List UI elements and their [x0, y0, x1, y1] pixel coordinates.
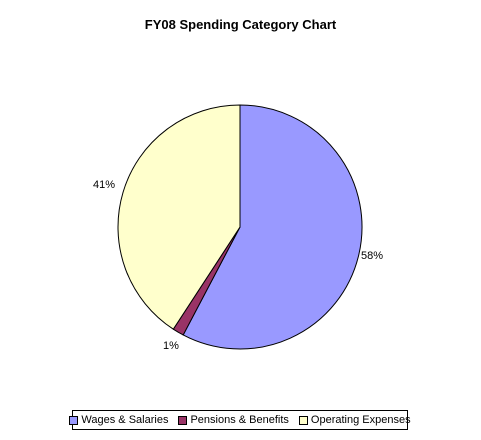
pie-slices [117, 104, 363, 350]
legend-swatch-wages [69, 415, 79, 425]
chart-title: FY08 Spending Category Chart [144, 17, 337, 32]
legend-item-operating: Operating Expenses [298, 414, 411, 426]
legend-item-pensions: Pensions & Benefits [178, 414, 289, 426]
data-label-operating: 41% [93, 179, 115, 191]
chart-legend: Wages & Salaries Pensions & Benefits Ope… [69, 410, 411, 430]
pie-slice-operating [117, 104, 241, 330]
data-label-pensions: 1% [163, 340, 179, 352]
legend-swatch-operating [298, 415, 308, 425]
data-label-wages: 58% [361, 250, 383, 262]
legend-label-pensions: Pensions & Benefits [190, 414, 289, 426]
pie-slice-wages [182, 104, 363, 350]
legend-label-wages: Wages & Salaries [81, 414, 169, 426]
pie-labels: 58% 1% 41% [93, 179, 383, 352]
legend-item-wages: Wages & Salaries [69, 414, 168, 426]
legend-label-operating: Operating Expenses [310, 414, 411, 426]
legend-swatch-pensions [178, 415, 188, 425]
